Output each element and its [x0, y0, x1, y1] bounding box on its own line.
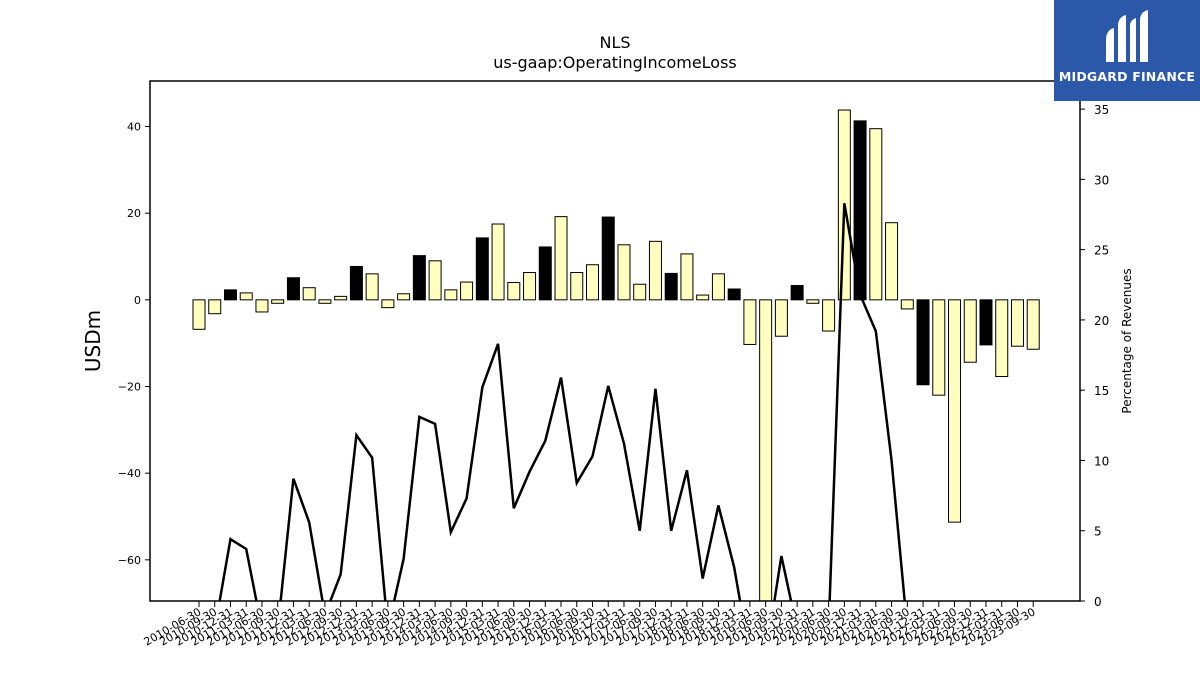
logo-mark-icon: [1106, 10, 1148, 62]
y2-tick-label: 10: [1094, 454, 1109, 468]
bar: [853, 120, 867, 301]
bar: [711, 273, 725, 301]
bar-group: [192, 109, 1040, 601]
bar: [523, 272, 537, 301]
bar: [491, 223, 505, 301]
bar: [633, 283, 647, 301]
bar: [334, 295, 348, 301]
bar: [979, 299, 993, 346]
y2-tick-label: 5: [1094, 525, 1102, 539]
bar: [1010, 299, 1024, 347]
bar: [696, 294, 710, 301]
bar: [286, 277, 300, 301]
bar: [948, 299, 962, 523]
bar: [995, 299, 1009, 378]
left-axis: −60 −40 −20 0 20 40: [118, 121, 150, 567]
bar: [601, 216, 615, 301]
bar: [223, 289, 237, 301]
bar: [444, 289, 458, 301]
bar: [727, 288, 741, 301]
y-tick-label: 40: [127, 121, 141, 134]
bar: [900, 299, 914, 310]
chart-subtitle: us-gaap:OperatingIncomeLoss: [493, 53, 737, 72]
y2-tick-label: 15: [1094, 384, 1109, 398]
bar: [822, 299, 836, 332]
y-tick-label: 0: [134, 294, 141, 307]
bar: [192, 299, 206, 330]
y2-axis-label: Percentage of Revenues: [1120, 268, 1134, 413]
bar: [664, 272, 678, 301]
right-axis: 0 5 10 15 20 25 30 35: [1080, 103, 1109, 609]
bar: [1026, 299, 1040, 350]
y2-tick-label: 25: [1094, 244, 1109, 258]
y-axis-label: USDm: [81, 310, 105, 372]
bar: [885, 222, 899, 301]
plot-frame: [149, 80, 1081, 602]
y2-tick-label: 20: [1094, 314, 1109, 328]
bar: [412, 255, 426, 301]
bar: [538, 246, 552, 301]
bar: [397, 293, 411, 301]
bar: [774, 299, 788, 337]
bar: [963, 299, 977, 363]
y2-tick-label: 35: [1094, 103, 1109, 117]
bar: [239, 292, 253, 301]
bar: [586, 264, 599, 301]
bar: [869, 128, 883, 301]
line-group: [218, 203, 906, 601]
bar: [428, 260, 442, 301]
bar: [365, 273, 379, 301]
brand-logo: MIDGARD FINANCE: [1054, 0, 1200, 101]
y-tick-label: −20: [118, 381, 141, 394]
bar: [554, 216, 568, 301]
bar: [759, 299, 773, 601]
bar: [349, 265, 363, 301]
series-line: [218, 203, 906, 601]
bar: [806, 299, 820, 304]
bar: [617, 244, 631, 301]
bar: [318, 299, 332, 304]
y2-tick-label: 0: [1094, 595, 1102, 609]
bar: [648, 240, 662, 301]
y2-tick-label: 30: [1094, 173, 1109, 187]
y-tick-label: 20: [127, 207, 141, 220]
bar: [507, 282, 521, 301]
bar: [743, 299, 757, 345]
bar: [916, 299, 930, 386]
x-axis: 2010-06-302010-09-302010-12-312011-03-31…: [142, 601, 1038, 649]
bar: [570, 272, 584, 301]
bar: [208, 299, 222, 315]
bar: [475, 237, 489, 301]
bar: [460, 281, 474, 301]
bar: [790, 285, 804, 301]
chart-title: NLS: [599, 33, 630, 52]
bar: [255, 299, 269, 313]
logo-text: MIDGARD FINANCE: [1058, 69, 1196, 84]
y-tick-label: −40: [118, 467, 141, 480]
bar: [680, 253, 694, 301]
bar: [381, 299, 395, 309]
y-tick-label: −60: [118, 554, 141, 567]
bar: [271, 299, 285, 304]
bar: [932, 299, 946, 396]
bar: [302, 287, 316, 301]
